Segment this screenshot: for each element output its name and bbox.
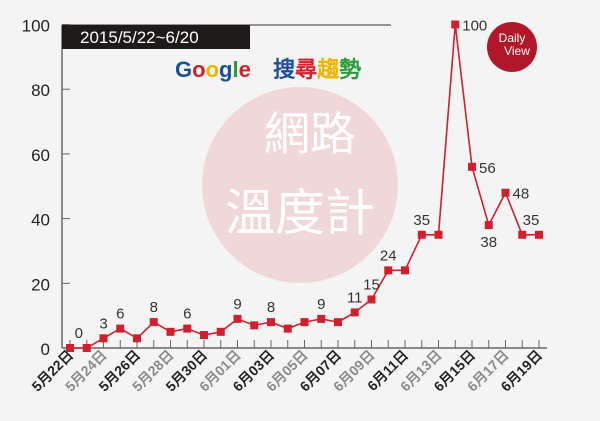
data-label: 6 (183, 306, 191, 323)
data-label: 48 (513, 186, 530, 203)
data-point (133, 334, 141, 343)
date-range-label: 2015/5/22~6/20 (62, 25, 250, 49)
data-label: 56 (479, 160, 496, 177)
data-point (283, 324, 292, 333)
y-tick-label: 100 (22, 17, 50, 36)
data-label: 24 (380, 247, 397, 264)
data-point (99, 334, 108, 343)
data-point (434, 230, 443, 239)
data-point (468, 162, 476, 171)
data-point (267, 318, 275, 327)
data-point (384, 266, 393, 275)
watermark-circle (202, 87, 398, 283)
subtitle-char: 搜 (273, 57, 296, 82)
logo-line1: Daily (498, 31, 526, 45)
watermark: 網路 溫度計 (202, 87, 398, 283)
data-point (233, 314, 242, 323)
y-tick-label: 20 (31, 275, 50, 294)
data-label: 35 (523, 212, 540, 229)
data-point (66, 344, 74, 352)
data-label: 9 (233, 296, 241, 313)
data-point (300, 318, 309, 327)
data-point (183, 324, 192, 333)
search-trend-label: 搜尋趨勢 (273, 52, 361, 84)
chart-subtitle: Google 搜尋趨勢 (175, 52, 361, 84)
y-tick-label: 60 (31, 146, 50, 165)
y-tick-label: 0 (41, 340, 50, 359)
logo-line2: View (504, 44, 530, 58)
data-point (216, 327, 225, 336)
watermark-line1: 網路 (264, 107, 356, 161)
data-label: 15 (363, 276, 380, 293)
data-label: 0 (75, 325, 83, 342)
data-point (166, 327, 175, 336)
subtitle-char: 趨 (317, 57, 340, 82)
data-point (518, 230, 527, 239)
data-label: 38 (480, 234, 497, 251)
y-tick-label: 40 (31, 211, 50, 230)
data-point (116, 324, 125, 333)
daily-view-logo: Daily View (487, 22, 537, 72)
data-label: 11 (347, 289, 363, 306)
data-point (367, 295, 376, 304)
google-letter: o (205, 57, 220, 82)
data-point (250, 321, 259, 330)
data-point (417, 230, 426, 239)
data-label: 8 (267, 299, 275, 316)
data-point (334, 318, 342, 327)
subtitle-char: 勢 (339, 57, 362, 82)
data-label: 3 (99, 315, 107, 332)
data-point (484, 221, 493, 230)
data-point (401, 266, 409, 275)
google-letter: G (175, 57, 193, 82)
data-point (317, 314, 326, 323)
google-wordmark: Google (175, 57, 251, 83)
data-label: 35 (413, 212, 430, 229)
data-point (149, 318, 158, 327)
subtitle-char: 尋 (295, 57, 318, 82)
data-point (82, 344, 91, 352)
google-letter: e (238, 57, 251, 82)
y-tick-label: 80 (31, 81, 50, 100)
data-label: 8 (150, 299, 158, 316)
google-letter: o (192, 57, 206, 82)
data-point (451, 20, 460, 29)
google-letter: g (219, 57, 233, 82)
data-label: 100 (462, 18, 487, 35)
data-point (501, 188, 510, 197)
data-point (200, 331, 208, 340)
data-label: 9 (317, 296, 325, 313)
watermark-line2: 溫度計 (225, 184, 375, 242)
data-point (350, 308, 359, 317)
data-point (535, 230, 543, 239)
data-label: 6 (116, 306, 124, 323)
google-letter: l (232, 57, 239, 82)
